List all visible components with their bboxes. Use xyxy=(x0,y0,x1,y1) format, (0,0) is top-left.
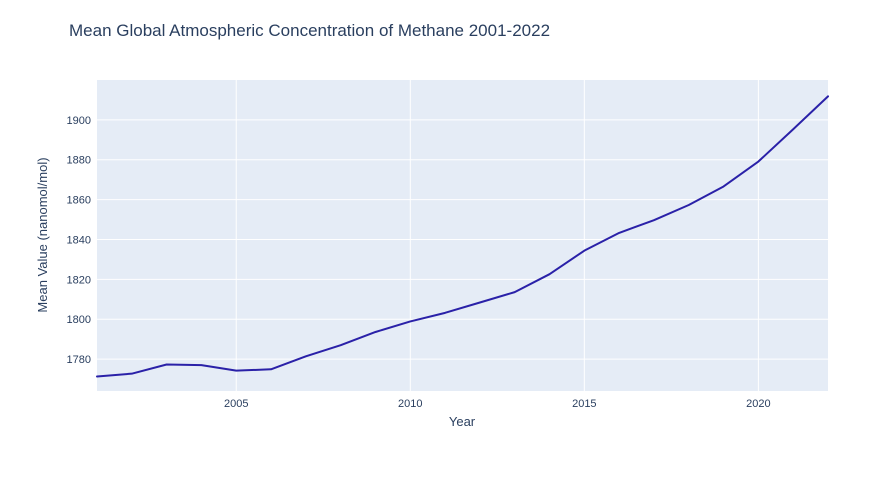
x-axis-title: Year xyxy=(449,414,476,429)
x-tick-label: 2010 xyxy=(398,398,422,410)
y-axis-title: Mean Value (nanomol/mol) xyxy=(35,157,50,312)
data-point[interactable] xyxy=(164,361,170,367)
data-point[interactable] xyxy=(790,126,796,132)
y-tick-label: 1800 xyxy=(67,314,91,326)
data-point[interactable] xyxy=(129,371,135,377)
data-point[interactable] xyxy=(94,373,100,379)
plot-area xyxy=(97,80,828,391)
y-tick-label: 1840 xyxy=(67,234,91,246)
data-point[interactable] xyxy=(442,310,448,316)
data-point[interactable] xyxy=(651,217,657,223)
y-tick-label: 1860 xyxy=(67,195,91,207)
data-point[interactable] xyxy=(198,362,204,368)
grid-lines xyxy=(97,80,828,391)
data-point[interactable] xyxy=(721,183,727,189)
data-point[interactable] xyxy=(303,353,309,359)
data-point[interactable] xyxy=(233,368,239,374)
data-point[interactable] xyxy=(755,159,761,165)
data-point[interactable] xyxy=(407,318,413,324)
data-point[interactable] xyxy=(338,342,344,348)
y-tick-label: 1780 xyxy=(67,354,91,366)
data-point[interactable] xyxy=(372,329,378,335)
x-tick-label: 2005 xyxy=(224,398,248,410)
chart-title: Mean Global Atmospheric Concentration of… xyxy=(69,21,550,40)
y-tick-label: 1900 xyxy=(67,115,91,127)
data-point[interactable] xyxy=(512,289,518,295)
x-tick-label: 2015 xyxy=(572,398,596,410)
x-tick-label: 2020 xyxy=(746,398,770,410)
y-tick-label: 1820 xyxy=(67,274,91,286)
data-point[interactable] xyxy=(686,202,692,208)
x-axis-ticks: 2005 2010 2015 2020 xyxy=(224,398,771,410)
data-point[interactable] xyxy=(616,230,622,236)
data-point[interactable] xyxy=(825,93,831,99)
data-point[interactable] xyxy=(268,366,274,372)
data-point[interactable] xyxy=(477,299,483,305)
series-line-0 xyxy=(96,95,829,378)
y-axis-ticks: 1780 1800 1820 1840 1860 1880 1900 xyxy=(67,115,91,366)
series-layer xyxy=(94,93,831,379)
data-point[interactable] xyxy=(581,248,587,254)
data-point[interactable] xyxy=(547,271,553,277)
y-tick-label: 1880 xyxy=(67,155,91,167)
